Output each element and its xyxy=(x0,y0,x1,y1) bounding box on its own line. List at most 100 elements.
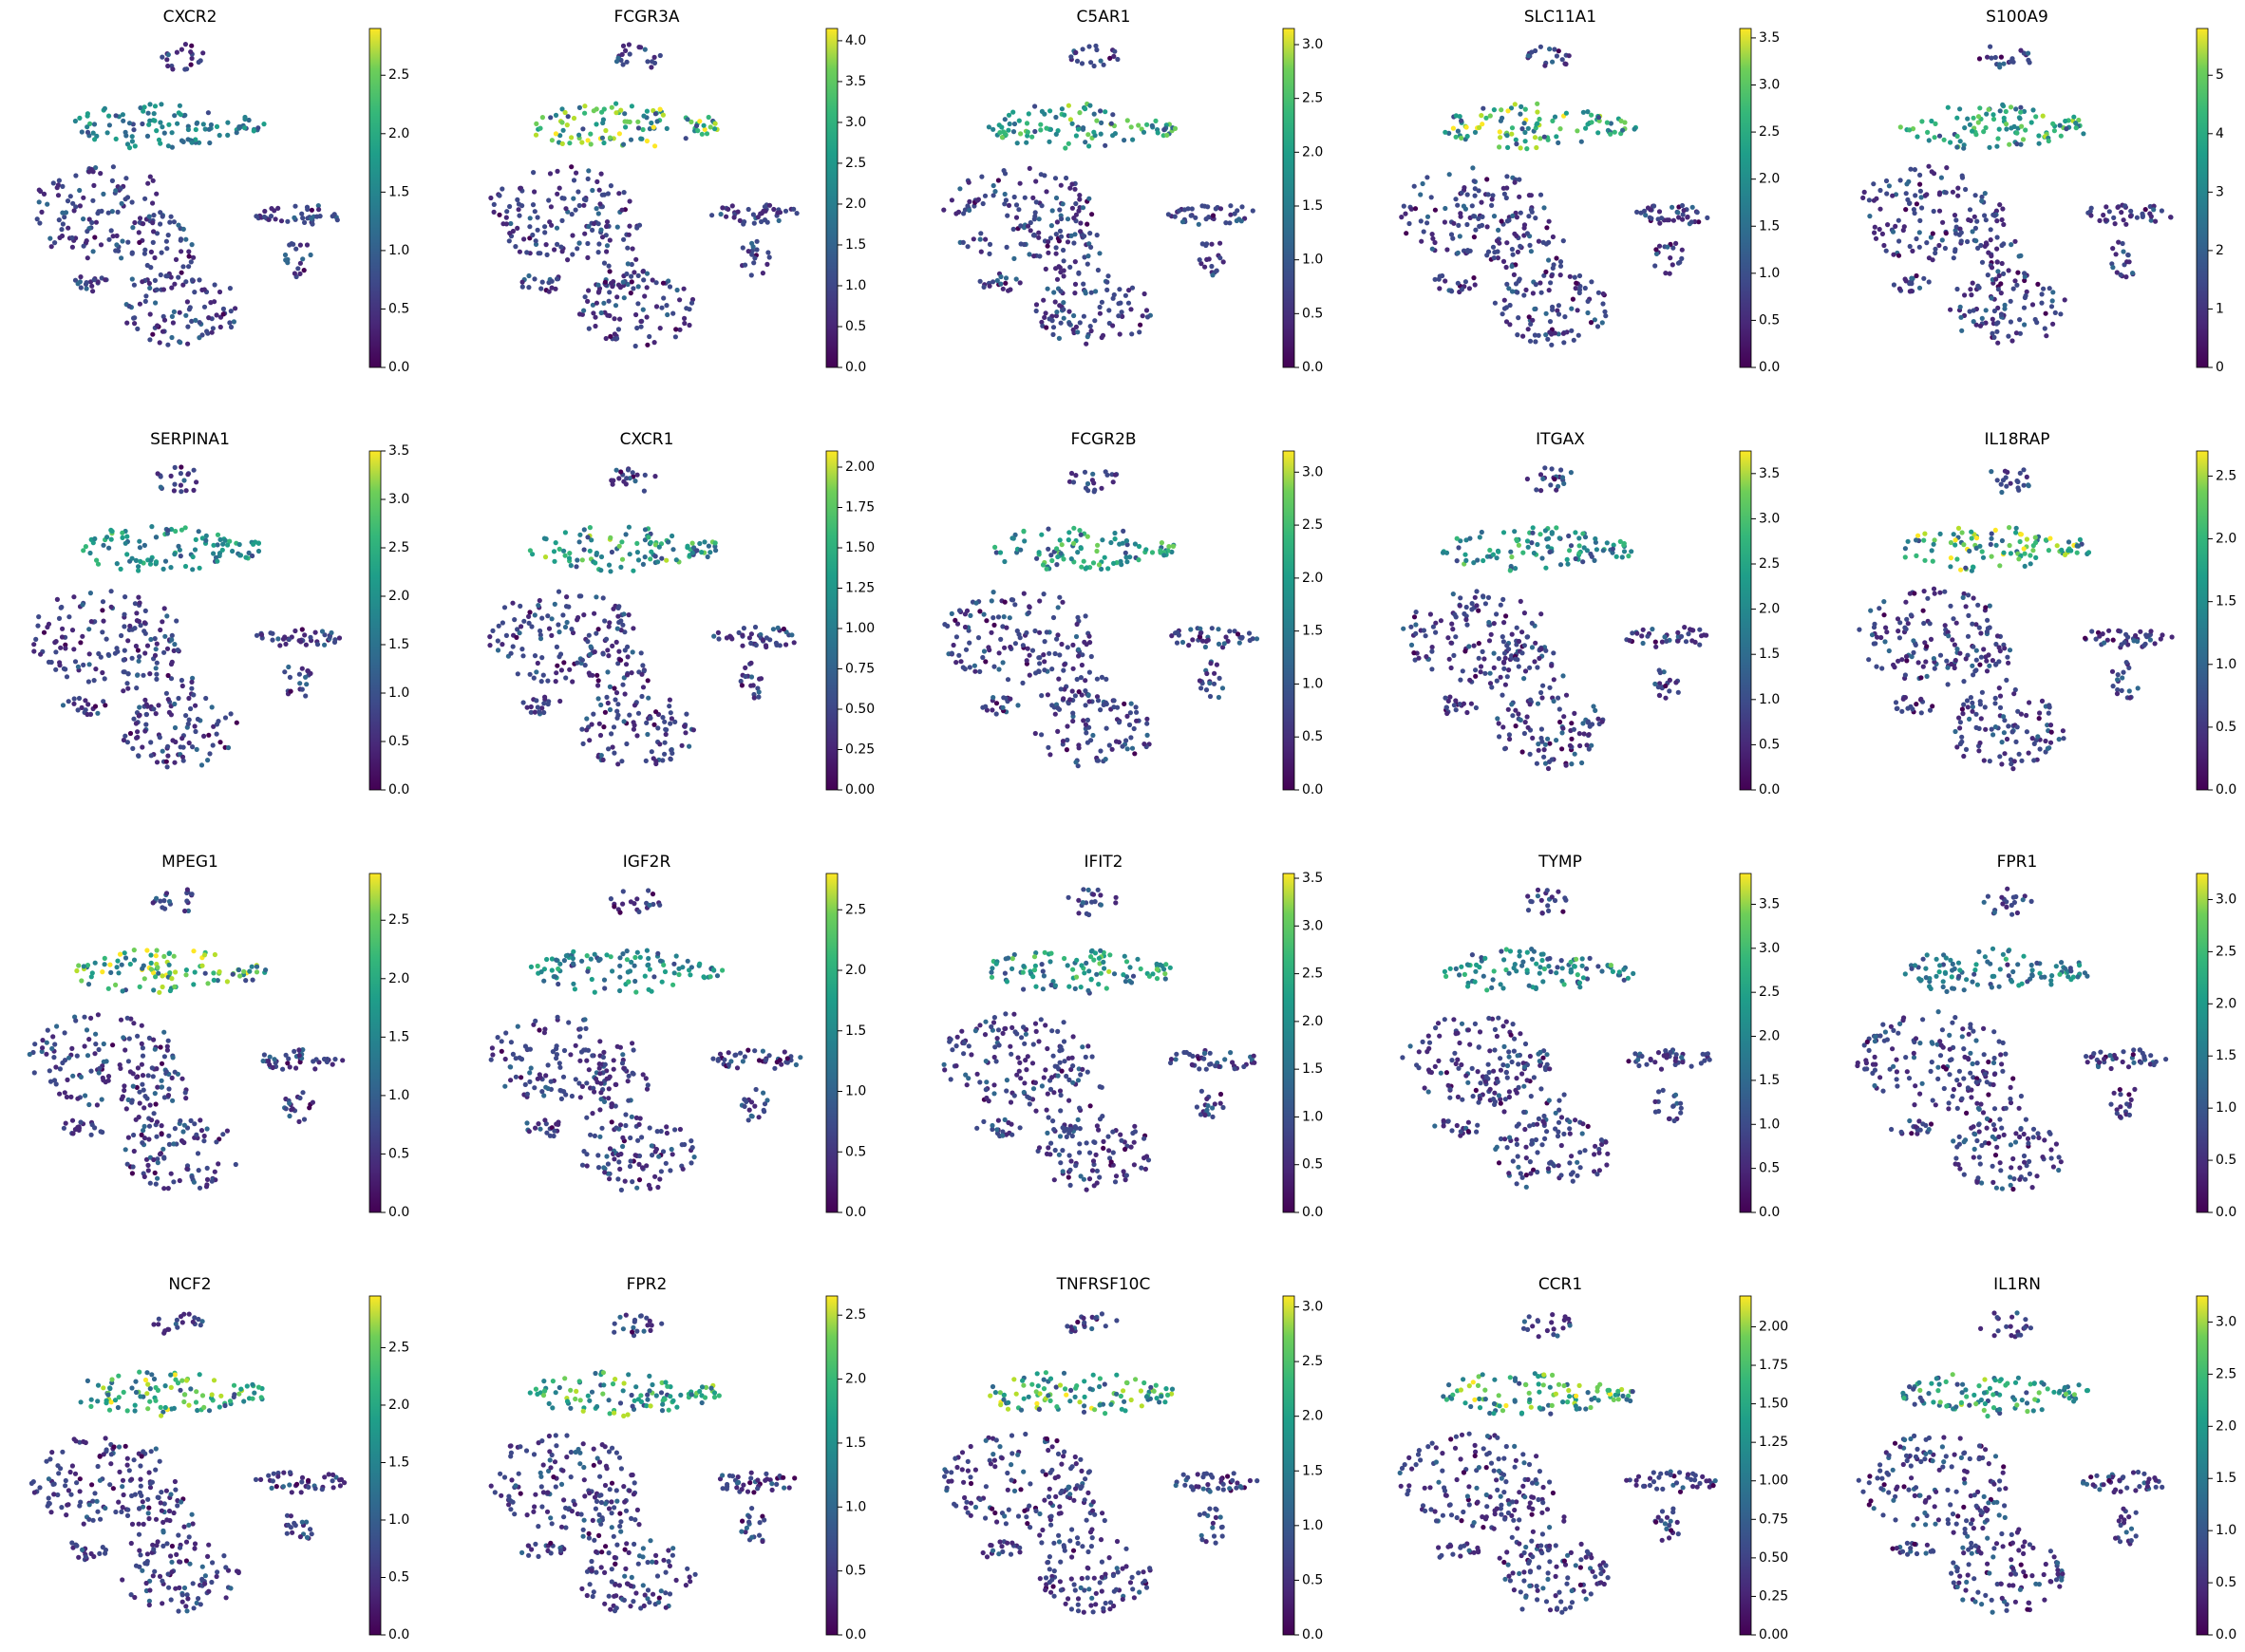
cell-dot xyxy=(614,626,620,631)
cell-dot xyxy=(527,548,533,554)
cell-dot xyxy=(1453,197,1459,202)
cell-dot xyxy=(1098,748,1104,754)
cell-dot xyxy=(1509,554,1515,560)
cell-dot xyxy=(1533,282,1538,288)
cell-dot xyxy=(1064,175,1069,181)
cell-dot xyxy=(1961,753,1967,760)
cell-dot xyxy=(1907,591,1913,596)
cell-dot xyxy=(627,51,632,57)
cell-dot xyxy=(1480,214,1485,219)
cell-dot xyxy=(1916,244,1922,250)
panel-title: S100A9 xyxy=(1986,8,2048,27)
cell-dot xyxy=(1561,714,1567,720)
cell-dot xyxy=(681,286,687,291)
cell-dot xyxy=(1953,542,1958,548)
cell-dot xyxy=(1099,120,1104,125)
colorbar-tick-label: 3.0 xyxy=(1759,78,1780,93)
cell-dot xyxy=(987,251,992,256)
cell-dot xyxy=(1413,622,1419,628)
cell-dot xyxy=(153,974,159,980)
cell-dot xyxy=(1956,715,1962,721)
cell-dot xyxy=(1907,243,1913,250)
cell-dot xyxy=(1893,223,1898,229)
cell-dot xyxy=(1685,214,1690,220)
cell-dot xyxy=(185,324,191,329)
cell-dot xyxy=(1983,124,1989,131)
cell-dot xyxy=(71,594,77,600)
cell-dot xyxy=(1086,143,1092,149)
cell-dot xyxy=(2030,107,2036,113)
cell-dot xyxy=(576,593,582,599)
cell-dot xyxy=(1931,656,1936,662)
cell-dot xyxy=(1873,641,1878,647)
cell-dot xyxy=(2048,304,2055,310)
cell-dot xyxy=(1967,122,1972,127)
cell-dot xyxy=(120,1094,125,1099)
cell-dot xyxy=(169,632,175,638)
cell-dot xyxy=(610,284,615,290)
cell-dot xyxy=(1056,706,1063,712)
cell-dot xyxy=(1073,473,1079,479)
cell-dot xyxy=(998,281,1004,287)
cell-dot xyxy=(1885,222,1891,228)
cell-dot xyxy=(664,557,670,563)
cell-dot xyxy=(2127,695,2133,701)
cell-dot xyxy=(191,487,197,493)
cell-dot xyxy=(2016,556,2022,562)
cell-dot xyxy=(1860,195,1866,200)
cell-dot xyxy=(137,712,142,718)
cell-dot xyxy=(565,114,571,120)
cell-dot xyxy=(121,1035,126,1041)
cell-dot xyxy=(231,319,236,325)
cell-dot xyxy=(1453,634,1459,640)
cell-dot xyxy=(2103,217,2108,223)
cell-dot xyxy=(129,134,135,140)
cell-dot xyxy=(1999,761,2005,767)
cell-dot xyxy=(1571,726,1576,732)
cell-dot xyxy=(607,290,613,295)
cell-dot xyxy=(1942,245,1948,252)
cell-dot xyxy=(635,272,641,278)
cell-dot xyxy=(1896,217,1901,223)
cell-dot xyxy=(1959,734,1965,740)
cell-dot xyxy=(115,958,121,964)
cell-dot xyxy=(641,277,647,283)
cell-dot xyxy=(142,630,148,636)
cell-dot xyxy=(631,568,636,573)
cell-dot xyxy=(1999,740,2005,745)
cell-dot xyxy=(1525,327,1531,332)
cell-dot xyxy=(1061,300,1066,306)
cell-dot xyxy=(1936,242,1942,249)
cell-dot xyxy=(262,208,268,215)
cell-dot xyxy=(137,301,142,307)
cell-dot xyxy=(1013,202,1020,208)
cell-dot xyxy=(614,715,620,721)
cell-dot xyxy=(90,130,96,136)
cell-dot xyxy=(157,989,162,995)
cell-dot xyxy=(1517,194,1522,199)
cell-dot xyxy=(174,49,179,55)
cell-dot xyxy=(1538,488,1544,494)
cell-dot xyxy=(156,703,161,708)
cell-dot xyxy=(178,112,183,118)
cell-dot xyxy=(1408,642,1415,648)
cell-dot xyxy=(1205,637,1211,643)
cell-dot xyxy=(1030,233,1037,238)
cell-dot xyxy=(1939,237,1945,243)
cell-dot xyxy=(972,663,977,668)
cell-dot xyxy=(147,1102,153,1108)
cell-dot xyxy=(564,122,570,128)
cell-dot xyxy=(1039,108,1045,114)
cell-dot xyxy=(1961,702,1967,707)
cell-dot xyxy=(1980,554,1987,560)
cell-dot xyxy=(172,642,178,648)
cell-dot xyxy=(189,318,195,324)
cell-dot xyxy=(217,324,223,330)
cell-dot xyxy=(108,228,114,234)
cell-dot xyxy=(2017,470,2023,476)
cell-dot xyxy=(164,646,171,651)
cell-dot xyxy=(199,963,205,968)
cell-dot xyxy=(1497,129,1502,135)
cell-dot xyxy=(1516,711,1521,717)
cell-dot xyxy=(1054,636,1060,642)
